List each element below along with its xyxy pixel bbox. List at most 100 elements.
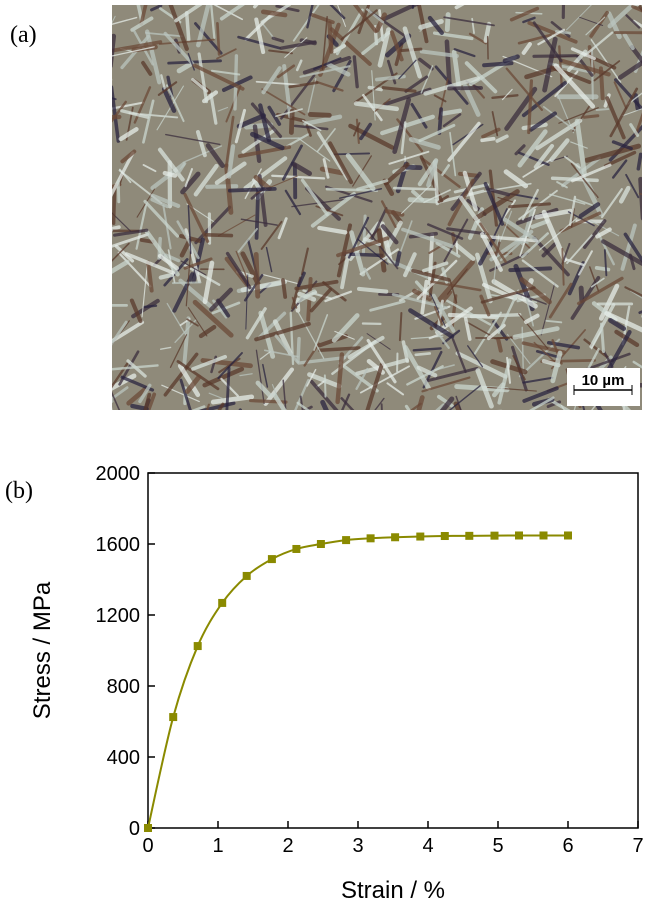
- lath: [281, 144, 303, 181]
- lath: [112, 386, 129, 401]
- lath: [145, 29, 162, 85]
- scale-bar-label: 10 µm: [582, 372, 625, 389]
- lath: [318, 346, 361, 353]
- lath: [275, 108, 303, 118]
- lath: [515, 240, 529, 244]
- lath: [296, 336, 301, 363]
- lath: [369, 299, 406, 312]
- lath: [521, 0, 554, 2]
- lath: [168, 5, 189, 51]
- y-tick-label: 1600: [96, 534, 141, 556]
- lath: [384, 209, 405, 217]
- lath: [240, 218, 278, 226]
- lath: [583, 31, 614, 57]
- lath: [254, 321, 311, 342]
- lath: [160, 74, 166, 90]
- lath: [550, 350, 563, 384]
- lath: [161, 384, 200, 403]
- lath: [357, 238, 389, 265]
- lath: [184, 374, 202, 394]
- lath: [192, 299, 234, 338]
- lath: [112, 16, 138, 25]
- lath: [130, 16, 154, 32]
- lath: [435, 241, 461, 258]
- lath: [259, 350, 272, 360]
- lath: [180, 260, 207, 276]
- lath: [217, 214, 256, 237]
- lath: [403, 252, 417, 278]
- lath: [487, 187, 511, 197]
- lath: [217, 402, 225, 410]
- lath: [560, 404, 565, 410]
- lath: [157, 253, 179, 271]
- scale-bar-box: [567, 368, 640, 406]
- lath: [449, 131, 457, 177]
- lath: [112, 100, 127, 123]
- lath: [621, 108, 642, 117]
- x-tick-label: 5: [492, 835, 503, 857]
- lath: [310, 191, 357, 228]
- lath: [112, 186, 117, 225]
- lath: [629, 290, 642, 299]
- lath: [559, 211, 602, 233]
- lath: [243, 156, 288, 191]
- lath: [336, 236, 389, 258]
- lath: [483, 21, 492, 43]
- lath: [440, 108, 463, 116]
- lath: [179, 238, 192, 258]
- lath: [260, 9, 288, 18]
- lath: [204, 232, 234, 238]
- data-point: [564, 531, 572, 540]
- lath: [202, 415, 209, 452]
- lath: [158, 38, 215, 45]
- lath: [520, 208, 535, 246]
- lath: [578, 250, 593, 276]
- lath: [213, 5, 244, 21]
- lath: [336, 223, 353, 278]
- lath: [433, 94, 447, 103]
- lath: [480, 286, 536, 304]
- lath: [333, 152, 371, 156]
- lath: [216, 48, 237, 60]
- lath: [327, 20, 334, 54]
- lath: [163, 352, 199, 397]
- lath: [433, 306, 444, 326]
- lath: [412, 5, 415, 6]
- lath: [590, 277, 605, 288]
- lath: [216, 21, 221, 56]
- x-tick-label: 0: [142, 835, 153, 857]
- lath: [410, 335, 444, 340]
- lath: [236, 113, 267, 129]
- lath: [324, 290, 353, 303]
- lath: [410, 102, 428, 129]
- lath: [521, 42, 532, 55]
- panel-label: (b): [5, 478, 33, 504]
- lath: [57, 356, 110, 367]
- lath: [135, 200, 148, 250]
- lath: [374, 397, 385, 410]
- lath: [261, 66, 282, 95]
- lath: [302, 119, 322, 132]
- lath: [497, 289, 520, 334]
- lath: [541, 209, 568, 263]
- lath: [545, 319, 563, 324]
- lath: [224, 0, 251, 2]
- lath: [441, 290, 453, 304]
- lath: [255, 80, 301, 86]
- data-point: [539, 531, 548, 540]
- lath: [381, 86, 417, 93]
- lath: [379, 5, 420, 23]
- lath: [437, 107, 444, 135]
- lath: [398, 220, 413, 256]
- lath: [184, 11, 191, 42]
- lath: [519, 277, 552, 305]
- lath: [352, 55, 359, 89]
- lath: [196, 5, 211, 48]
- lath: [271, 383, 284, 410]
- lath: [411, 189, 425, 202]
- lath: [126, 386, 149, 406]
- lath: [284, 189, 302, 216]
- lath: [505, 67, 544, 111]
- lath: [496, 336, 503, 353]
- lath: [300, 178, 329, 217]
